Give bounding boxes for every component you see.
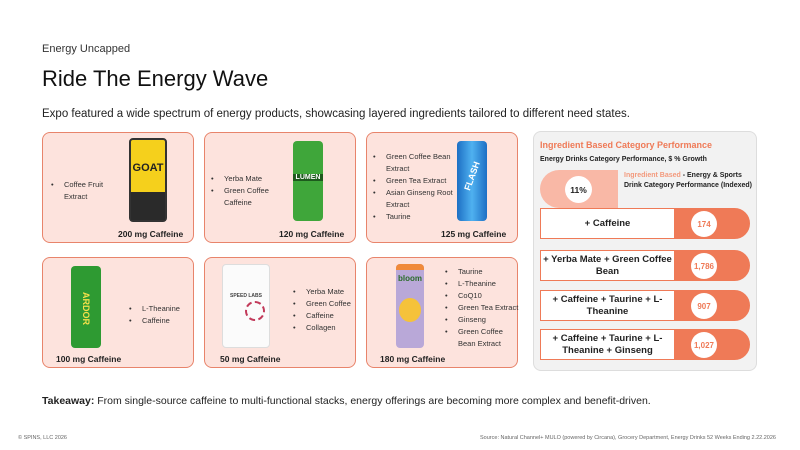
page-title: Ride The Energy Wave: [42, 66, 269, 91]
growth-pill: 11%: [540, 170, 618, 208]
ingredient-list: Taurine L-Theanine CoQ10 Green Tea Extra…: [445, 266, 519, 350]
caffeine-amount: 50 mg Caffeine: [220, 354, 281, 364]
caffeine-amount: 180 mg Caffeine: [380, 354, 446, 364]
source-note: Source: Natural Channel+ MULO (powered b…: [480, 435, 776, 441]
product-card-bloom: bloom Taurine L-Theanine CoQ10 Green Tea…: [366, 257, 518, 368]
caffeine-amount: 125 mg Caffeine: [441, 229, 507, 239]
index-value: 174: [691, 211, 717, 237]
ingredient-row: + Caffeine 174: [540, 208, 750, 239]
speed-labs-pouch-image: SPEED LABS: [222, 264, 270, 348]
caffeine-amount: 120 mg Caffeine: [279, 229, 345, 239]
growth-value: 11%: [565, 176, 592, 203]
product-card-lumen: Yerba Mate Green Coffee Caffeine LUMEN 1…: [204, 132, 356, 243]
panel-subtitle: Energy Drinks Category Performance, $ % …: [540, 156, 707, 163]
product-card-flash: Green Coffee Bean Extract Green Tea Extr…: [366, 132, 518, 243]
lumen-can-image: LUMEN: [293, 141, 323, 221]
bloom-can-image: bloom: [396, 264, 424, 348]
index-value: 907: [691, 293, 717, 319]
caffeine-amount: 200 mg Caffeine: [118, 229, 184, 239]
ingredient-list: L-Theanine Caffeine: [129, 303, 194, 327]
goat-can-image: GOAT: [129, 138, 167, 222]
product-card-speed-labs: SPEED LABS Yerba Mate Green Coffee Caffe…: [204, 257, 356, 368]
copyright: © SPINS, LLC 2026: [18, 435, 67, 441]
ingredient-row: + Yerba Mate + Green Coffee Bean 1,786: [540, 250, 750, 281]
index-value: 1,027: [691, 332, 717, 358]
page-subtitle: Expo featured a wide spectrum of energy …: [42, 108, 630, 120]
ingredient-list: Yerba Mate Green Coffee Caffeine Collage…: [293, 286, 353, 334]
panel-legend: Ingredient Based - Energy & Sports Drink…: [624, 172, 752, 189]
panel-title: Ingredient Based Category Performance: [540, 140, 713, 150]
ingredient-row: + Caffeine + Taurine + L-Theanine + Gins…: [540, 329, 750, 360]
ingredient-list: Green Coffee Bean Extract Green Tea Extr…: [373, 151, 455, 223]
ingredient-row: + Caffeine + Taurine + L-Theanine 907: [540, 290, 750, 321]
index-value: 1,786: [691, 253, 717, 279]
kicker: Energy Uncapped: [42, 43, 131, 55]
ingredient-list: Coffee Fruit Extract: [51, 179, 116, 203]
takeaway: Takeaway: From single-source caffeine to…: [42, 395, 651, 407]
ingredient-list: Yerba Mate Green Coffee Caffeine: [211, 173, 291, 209]
ardor-can-image: ARDOR: [71, 266, 101, 348]
flash-can-image: FLASH: [457, 141, 487, 221]
product-card-goat: Coffee Fruit Extract GOAT 200 mg Caffein…: [42, 132, 194, 243]
caffeine-amount: 100 mg Caffeine: [56, 354, 122, 364]
product-card-ardor: ARDOR L-Theanine Caffeine 100 mg Caffein…: [42, 257, 194, 368]
